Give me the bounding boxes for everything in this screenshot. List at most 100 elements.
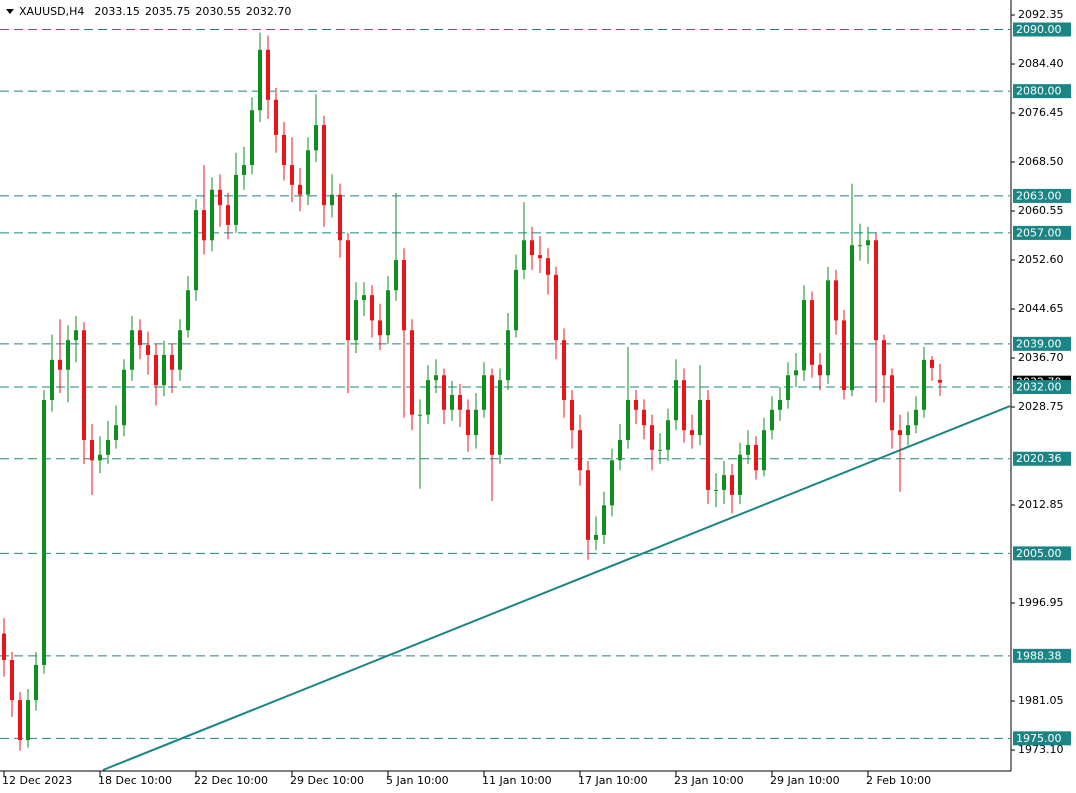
y-tick-label: 2012.85 [1018, 498, 1064, 511]
level-label-box [1013, 225, 1071, 240]
candle-body [794, 370, 798, 376]
candle-body [418, 414, 422, 416]
candle-body [386, 290, 390, 336]
candle-body [498, 380, 502, 455]
candle-body [762, 430, 766, 471]
candle-body [706, 399, 710, 490]
candle-body [258, 49, 262, 111]
candle-body [586, 470, 590, 540]
level-label: 2039.00 [1016, 337, 1062, 350]
candle-body [346, 240, 350, 341]
candle-body [394, 260, 398, 291]
candle-body [162, 354, 166, 386]
quote-value: 2033.15 [94, 5, 140, 18]
candle-body [34, 664, 38, 701]
candle-body [522, 240, 526, 270]
candle-body [722, 475, 726, 490]
candle-body [210, 189, 214, 241]
candle-body [274, 99, 278, 135]
level-label-box [1013, 451, 1071, 466]
candle-body [594, 534, 598, 540]
candle-body [674, 380, 678, 421]
candle-body [466, 409, 470, 436]
candle-body [650, 425, 654, 450]
candle-body [858, 245, 862, 247]
candle-body [866, 240, 870, 246]
candle-body [202, 210, 206, 241]
y-tick-label: 2076.45 [1018, 106, 1064, 119]
y-tick-label: 2068.50 [1018, 155, 1064, 168]
candle-body [658, 449, 662, 451]
candle-body [842, 320, 846, 391]
candle-body [74, 330, 78, 341]
candle-body [26, 700, 30, 741]
candle-body [914, 409, 918, 426]
candle-body [330, 194, 334, 206]
candle-body [18, 700, 22, 741]
candle-body [434, 375, 438, 381]
candle-body [906, 425, 910, 436]
candle-body [362, 295, 366, 301]
level-label-box [1013, 22, 1071, 37]
x-tick-label: 23 Jan 10:00 [674, 774, 744, 787]
candle-body [874, 240, 878, 341]
candle-body [66, 340, 70, 370]
level-label-box [1013, 731, 1071, 746]
level-label: 2005.00 [1016, 547, 1062, 560]
candle-body [90, 440, 94, 461]
x-tick-label: 12 Dec 2023 [2, 774, 72, 787]
y-tick-label: 2028.75 [1018, 400, 1064, 413]
x-tick-label: 17 Jan 10:00 [578, 774, 648, 787]
candle-body [138, 330, 142, 346]
candle-body [450, 395, 454, 410]
x-tick-label: 11 Jan 10:00 [482, 774, 552, 787]
candle-body [146, 345, 150, 355]
candle-body [106, 440, 110, 455]
candle-body [186, 290, 190, 331]
candle-body [818, 364, 822, 376]
candle-body [506, 330, 510, 381]
candle-body [370, 295, 374, 321]
candle-body [490, 375, 494, 455]
x-tick-label: 22 Dec 10:00 [194, 774, 268, 787]
candle-body [114, 425, 118, 441]
candle-body [266, 49, 270, 100]
candle-body [154, 354, 158, 386]
y-tick-label: 2044.65 [1018, 302, 1064, 315]
candle-body [402, 260, 406, 331]
candle-body [666, 420, 670, 450]
level-label: 2020.36 [1016, 452, 1062, 465]
candle-body [410, 330, 414, 415]
level-label: 1975.00 [1016, 732, 1062, 745]
candle-body [10, 660, 14, 701]
candle-body [778, 399, 782, 410]
menu-triangle[interactable] [6, 9, 14, 14]
candle-body [602, 505, 606, 535]
candle-body [442, 375, 446, 410]
candle-body [50, 359, 54, 400]
chart-title: XAUUSD,H4 [19, 5, 84, 18]
candle-body [98, 454, 102, 461]
candle-body [250, 110, 254, 166]
x-tick-label: 18 Dec 10:00 [98, 774, 172, 787]
candle-body [218, 189, 222, 206]
level-label: 2090.00 [1016, 23, 1062, 36]
candle-body [786, 375, 790, 400]
candle-body [682, 380, 686, 431]
candle-body [754, 444, 758, 471]
level-label-box [1013, 84, 1071, 99]
candle-body [314, 125, 318, 151]
candle-body [338, 194, 342, 241]
candle-body [474, 409, 478, 436]
level-label: 2057.00 [1016, 226, 1062, 239]
candle-body [2, 633, 6, 661]
y-tick-label: 2060.55 [1018, 204, 1064, 217]
level-label: 2032.00 [1016, 380, 1062, 393]
y-tick-label: 2036.70 [1018, 351, 1064, 364]
candle-body [738, 454, 742, 495]
level-label: 2080.00 [1016, 85, 1062, 98]
candle-body [890, 375, 894, 431]
candle-body [746, 444, 750, 455]
candle-body [194, 210, 198, 291]
